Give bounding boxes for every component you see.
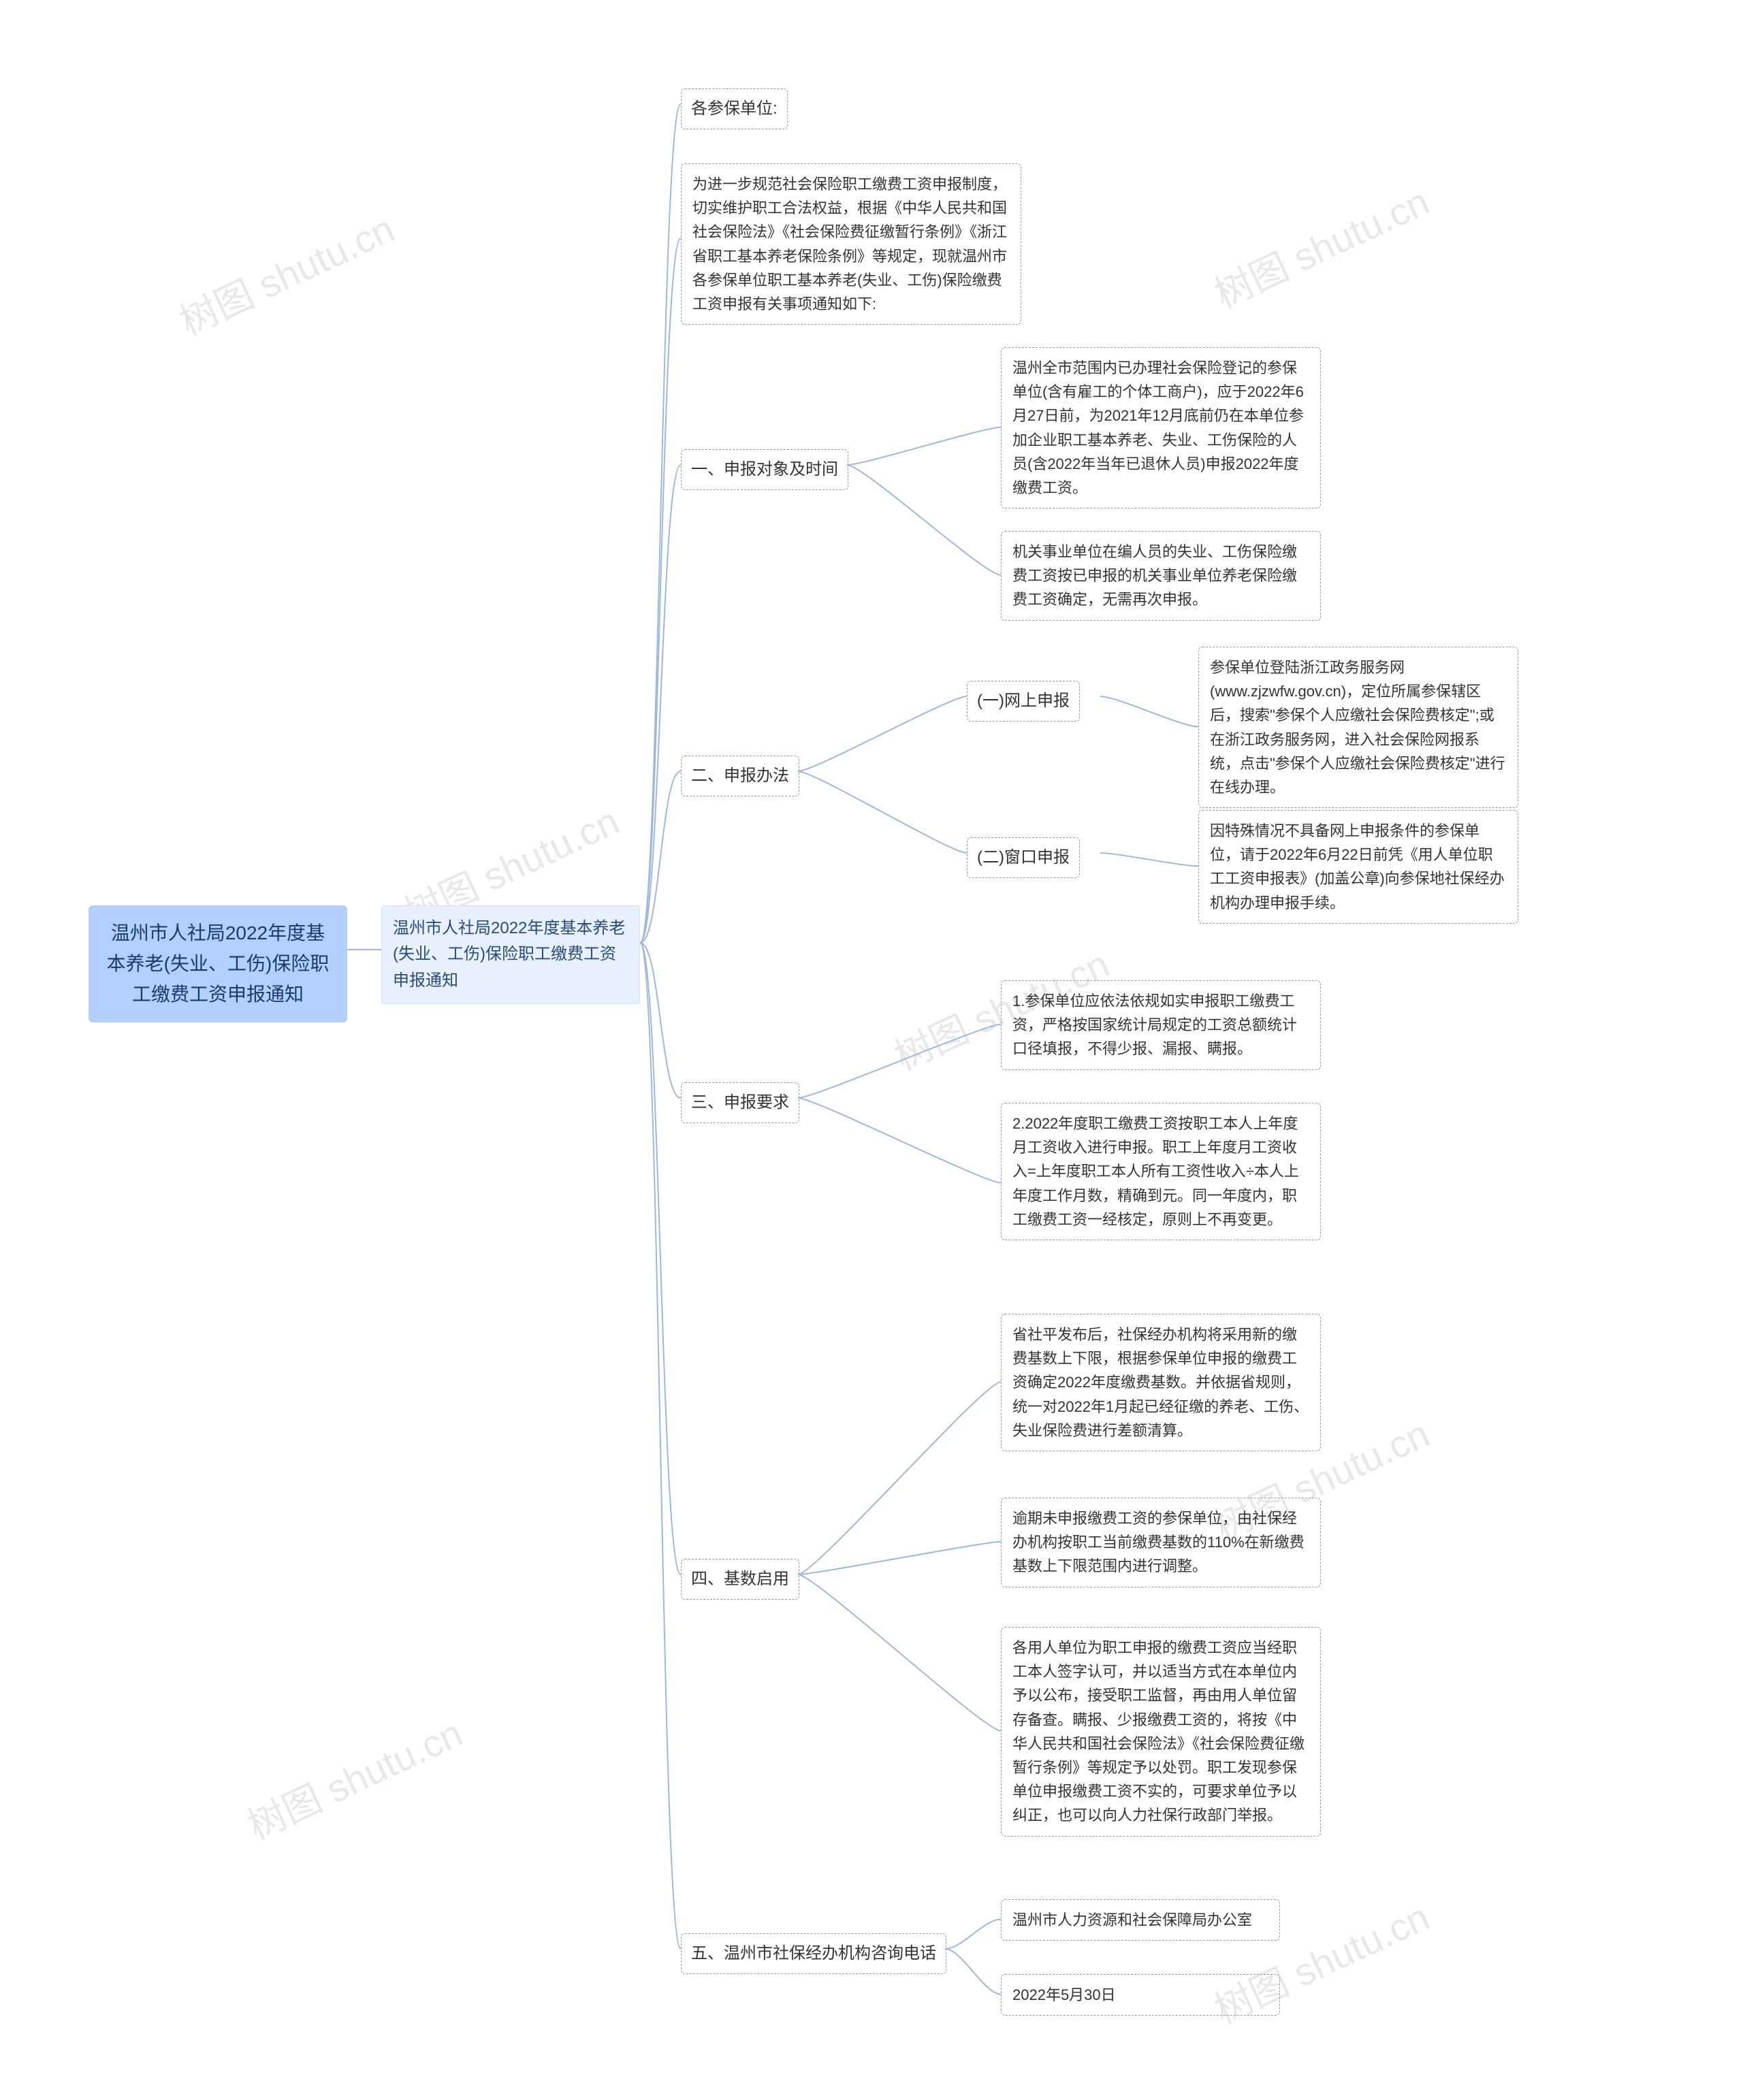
leaf-node: 1.参保单位应依法依规如实申报职工缴费工资，严格按国家统计局规定的工资总额统计口… (1001, 980, 1321, 1070)
leaf-node: 机关事业单位在编人员的失业、工伤保险缴费工资按已申报的机关事业单位养老保险缴费工… (1001, 531, 1321, 621)
section-node: 各参保单位: (681, 88, 788, 129)
watermark: 树图 shutu.cn (170, 199, 402, 346)
watermark: 树图 shutu.cn (1204, 172, 1437, 319)
level1-node: 温州市人社局2022年度基本养老(失业、工伤)保险职工缴费工资申报通知 (381, 905, 640, 1004)
watermark: 树图 shutu.cn (238, 1703, 470, 1851)
leaf-node: 因特殊情况不具备网上申报条件的参保单位，请于2022年6月22日前凭《用人单位职… (1198, 810, 1518, 924)
section-node: 四、基数启用 (681, 1559, 799, 1600)
subsection-node: (二)窗口申报 (967, 837, 1080, 878)
section-node: 五、温州市社保经办机构咨询电话 (681, 1933, 946, 1974)
section-node: 为进一步规范社会保险职工缴费工资申报制度，切实维护职工合法权益，根据《中华人民共… (681, 163, 1021, 325)
mindmap-canvas: 树图 shutu.cn树图 shutu.cn树图 shutu.cn树图 shut… (0, 0, 1743, 2100)
section-node: 一、申报对象及时间 (681, 449, 848, 490)
subsection-node: (一)网上申报 (967, 681, 1080, 722)
section-node: 三、申报要求 (681, 1082, 799, 1123)
leaf-node: 各用人单位为职工申报的缴费工资应当经职工本人签字认可，并以适当方式在本单位内予以… (1001, 1627, 1321, 1837)
root-node: 温州市人社局2022年度基本养老(失业、工伤)保险职工缴费工资申报通知 (89, 905, 347, 1022)
leaf-node: 温州全市范围内已办理社会保险登记的参保单位(含有雇工的个体工商户)，应于2022… (1001, 347, 1321, 508)
leaf-node: 参保单位登陆浙江政务服务网(www.zjzwfw.gov.cn)，定位所属参保辖… (1198, 647, 1518, 808)
section-node: 二、申报办法 (681, 756, 799, 796)
leaf-node: 省社平发布后，社保经办机构将采用新的缴费基数上下限，根据参保单位申报的缴费工资确… (1001, 1314, 1321, 1451)
leaf-node: 2.2022年度职工缴费工资按职工本人上年度月工资收入进行申报。职工上年度月工资… (1001, 1103, 1321, 1240)
leaf-node: 逾期未申报缴费工资的参保单位，由社保经办机构按职工当前缴费基数的110%在新缴费… (1001, 1498, 1321, 1587)
leaf-node: 温州市人力资源和社会保障局办公室 (1001, 1899, 1280, 1941)
leaf-node: 2022年5月30日 (1001, 1974, 1280, 2016)
